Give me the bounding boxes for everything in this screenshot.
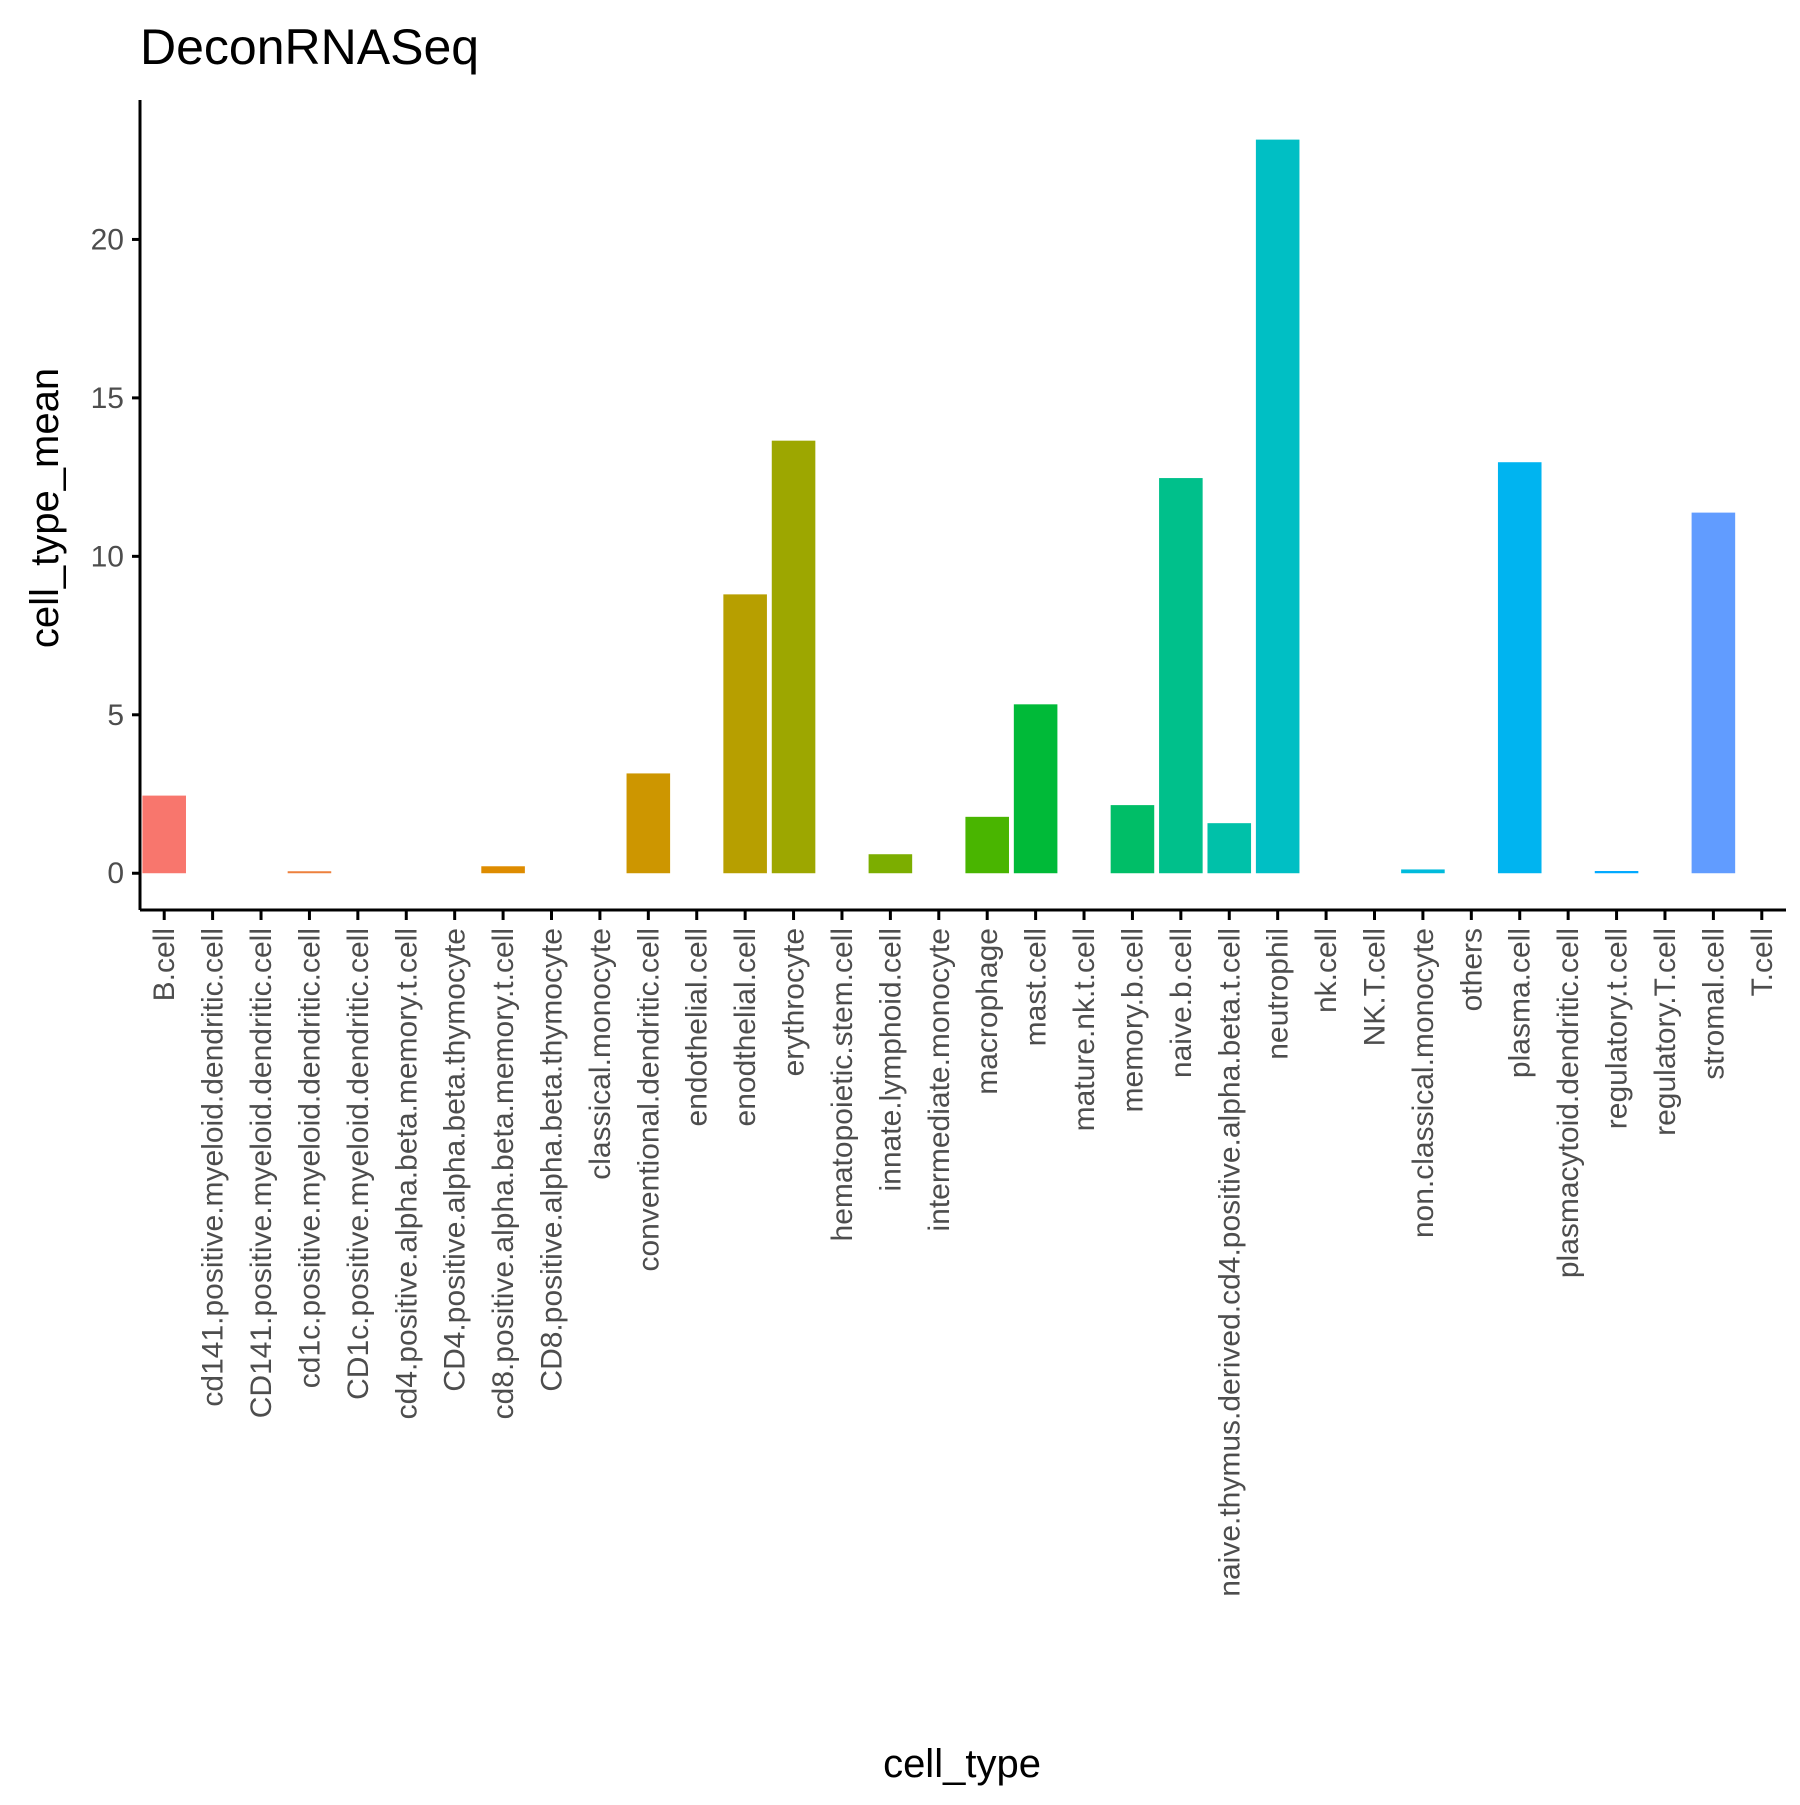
y-axis-title: cell_type_mean	[23, 368, 67, 648]
x-tick-label: CD4.positive.alpha.beta.thymocyte	[439, 928, 472, 1392]
x-axis: B.cell cd141.positive.myeloid.dendritic.c…	[140, 908, 1786, 1597]
bar-cd1c.positive.myeloid.dendritic.cell	[287, 871, 332, 874]
bar-naive.thymus.derived.cd4.positive.alpha.beta.t.cell	[1207, 823, 1252, 874]
x-tick-label: naive.thymus.derived.cd4.positive.alpha.…	[1213, 928, 1246, 1597]
x-tick-label: T.cell	[1746, 928, 1779, 996]
bar-macrophage	[965, 816, 1009, 874]
x-tick-label: innate.lymphoid.cell	[874, 928, 907, 1191]
x-tick-label: plasmacytoid.dendritic.cell	[1552, 928, 1585, 1278]
x-tick-label: conventional.dendritic.cell	[632, 928, 665, 1272]
x-tick-label: others	[1455, 928, 1488, 1011]
bar-enodthelial.cell	[723, 594, 767, 874]
x-tick-label: regulatory.T.cell	[1649, 928, 1682, 1136]
x-tick-label: CD1c.positive.myeloid.dendritic.cell	[342, 928, 375, 1400]
x-tick-label: memory.b.cell	[1116, 928, 1149, 1112]
x-tick-label: erythrocyte	[778, 928, 811, 1076]
x-tick-label: plasma.cell	[1504, 928, 1537, 1078]
bars-group	[142, 139, 1736, 874]
x-tick-label: mast.cell	[1020, 928, 1053, 1046]
bar-erythrocyte	[771, 440, 816, 874]
y-tick-label: 20	[91, 223, 124, 256]
x-tick-label: nk.cell	[1310, 928, 1343, 1013]
bar-stromal.cell	[1691, 512, 1736, 874]
bar-memory.b.cell	[1110, 805, 1155, 874]
x-tick-label: cd8.positive.alpha.beta.memory.t.cell	[487, 928, 520, 1419]
x-tick-label: macrophage	[971, 928, 1004, 1095]
bar-naive.b.cell	[1159, 478, 1203, 874]
x-tick-label: naive.b.cell	[1165, 928, 1198, 1078]
chart-title: DeconRNASeq	[140, 19, 479, 75]
x-tick-label: CD141.positive.myeloid.dendritic.cell	[245, 928, 278, 1418]
bar-plasma.cell	[1497, 462, 1542, 874]
x-tick-label: non.classical.monocyte	[1407, 928, 1440, 1238]
x-tick-label: cd4.positive.alpha.beta.memory.t.cell	[390, 928, 423, 1419]
x-tick-label: cd1c.positive.myeloid.dendritic.cell	[293, 928, 326, 1388]
x-tick-label: hematopoietic.stem.cell	[826, 928, 859, 1241]
x-axis-title: cell_type	[883, 1742, 1041, 1786]
y-tick-label: 15	[91, 382, 124, 415]
x-tick-label: intermediate.monocyte	[923, 928, 956, 1232]
bar-innate.lymphoid.cell	[868, 854, 913, 874]
x-tick-label: CD8.positive.alpha.beta.thymocyte	[536, 928, 569, 1392]
x-tick-label: classical.monocyte	[584, 928, 617, 1180]
bar-mast.cell	[1013, 704, 1058, 874]
bar-regulatory.t.cell	[1594, 871, 1639, 874]
x-tick-label: mature.nk.t.cell	[1068, 928, 1101, 1131]
x-tick-label: regulatory.t.cell	[1601, 928, 1634, 1129]
x-tick-label: endothelial.cell	[681, 928, 714, 1126]
bar-cd8.positive.alpha.beta.memory.t.cell	[481, 866, 525, 874]
y-tick-label: 5	[107, 699, 124, 732]
bar-conventional.dendritic.cell	[626, 773, 671, 874]
x-tick-label: enodthelial.cell	[729, 928, 762, 1126]
y-tick-label: 0	[107, 857, 124, 890]
y-tick-label: 10	[91, 540, 124, 573]
x-tick-label: neutrophil	[1262, 928, 1295, 1060]
bar-non.classical.monocyte	[1401, 869, 1445, 874]
bar-neutrophil	[1255, 139, 1300, 874]
x-tick-label: NK.T.cell	[1359, 928, 1392, 1046]
x-tick-label: stromal.cell	[1697, 928, 1730, 1080]
bar-B.cell	[142, 795, 186, 874]
x-tick-label: cd141.positive.myeloid.dendritic.cell	[197, 928, 230, 1407]
y-axis: 0 5 10 15 20	[91, 100, 142, 910]
x-tick-label: B.cell	[148, 928, 181, 1001]
